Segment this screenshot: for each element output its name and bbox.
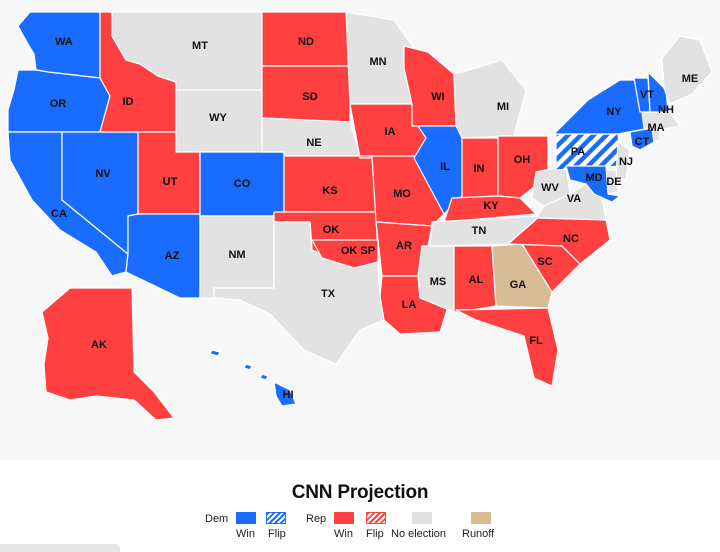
state-ne[interactable] — [261, 117, 361, 157]
state-ms[interactable] — [417, 245, 455, 313]
state-ky[interactable] — [443, 195, 537, 223]
legend-runoff-label: Runoff — [462, 528, 495, 540]
state-nm[interactable] — [199, 215, 275, 299]
state-ct[interactable] — [629, 127, 655, 151]
state-az[interactable] — [125, 213, 201, 299]
us-map[interactable]: WA OR CA NV ID MT WY UT AZ CO NM ND SD N… — [0, 0, 720, 460]
state-co[interactable] — [199, 151, 285, 217]
state-al[interactable] — [453, 245, 497, 313]
state-sd[interactable] — [261, 65, 351, 123]
state-nh[interactable] — [647, 71, 669, 113]
map-area: WA OR CA NV ID MT WY UT AZ CO NM ND SD N… — [0, 0, 720, 460]
legend-dem-flip-label: Flip — [268, 528, 286, 540]
state-in[interactable] — [461, 137, 499, 199]
horizontal-scrollbar[interactable] — [0, 544, 120, 552]
state-ok-sp[interactable] — [311, 239, 379, 269]
legend-no-election-swatch — [412, 512, 432, 524]
state-ma[interactable] — [641, 111, 681, 131]
legend-rep-win-swatch — [334, 512, 354, 524]
state-ak[interactable] — [41, 287, 175, 421]
legend-panel: CNN Projection Dem Win Flip Rep Win Flip… — [0, 460, 720, 552]
state-me[interactable] — [661, 35, 713, 105]
state-ks[interactable] — [283, 155, 377, 213]
state-or[interactable] — [7, 69, 111, 133]
state-pa[interactable] — [555, 133, 623, 171]
state-hi[interactable] — [209, 349, 297, 407]
state-wa[interactable] — [17, 11, 101, 79]
legend-title: CNN Projection — [291, 482, 429, 503]
state-nd[interactable] — [261, 11, 351, 67]
state-wi[interactable] — [403, 45, 457, 127]
state-md[interactable] — [565, 165, 621, 203]
legend-runoff-swatch — [471, 512, 491, 524]
legend-dem-win-label: Win — [236, 528, 255, 540]
legend-rep-label: Rep — [306, 513, 327, 525]
state-fl[interactable] — [455, 307, 559, 387]
legend-dem-label: Dem — [205, 513, 229, 525]
legend-rep-flip-label: Flip — [366, 528, 384, 540]
legend-rep-win-label: Win — [334, 528, 353, 540]
state-wy[interactable] — [175, 89, 263, 153]
state-mi[interactable] — [453, 59, 527, 139]
legend-dem-flip-swatch — [266, 512, 286, 524]
state-nj[interactable] — [615, 141, 631, 181]
legend-no-election-label: No election — [391, 528, 447, 540]
legend-rep-flip-swatch — [366, 512, 386, 524]
legend-dem-win-swatch — [236, 512, 256, 524]
